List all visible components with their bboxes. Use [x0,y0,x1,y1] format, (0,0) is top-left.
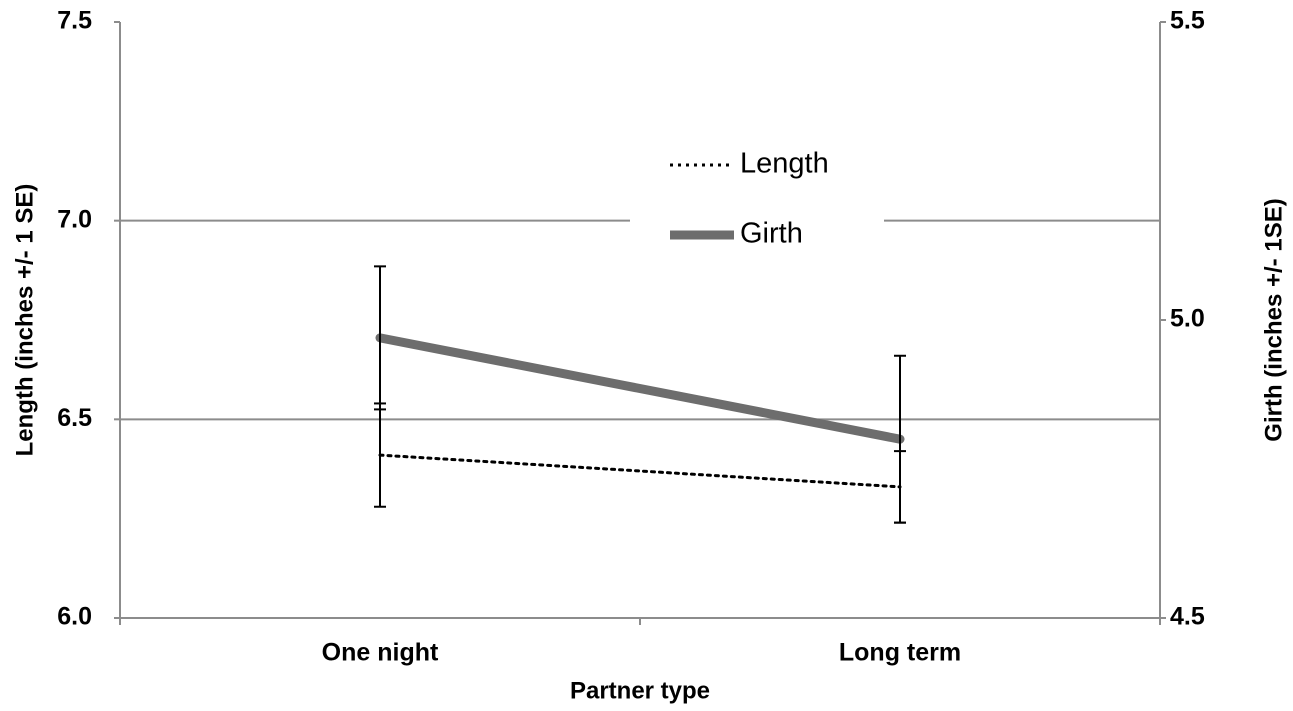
y2-tick-label: 5.0 [1170,305,1205,333]
y-tick-label: 6.5 [57,404,92,432]
y-tick-label: 7.5 [57,7,92,35]
legend-box [630,135,884,263]
x-axis-title: Partner type [570,677,710,704]
y2-axis-title: Girth (inches +/- 1SE) [1260,198,1287,441]
y-tick-label: 7.0 [57,205,92,233]
error-bar [374,265,386,411]
x-tick-label: One night [322,639,439,667]
y-tick-label: 6.0 [57,603,92,631]
y2-tick-label: 4.5 [1170,603,1205,631]
y2-tick-label: 5.5 [1170,7,1205,35]
x-tick-label: Long term [839,639,961,667]
legend-label: Length [740,148,829,180]
error-bar [894,354,906,524]
series-line [375,333,905,444]
y-axis-title: Length (inches +/- 1 SE) [11,184,38,457]
legend-label: Girth [740,218,803,250]
series-line [378,453,902,489]
